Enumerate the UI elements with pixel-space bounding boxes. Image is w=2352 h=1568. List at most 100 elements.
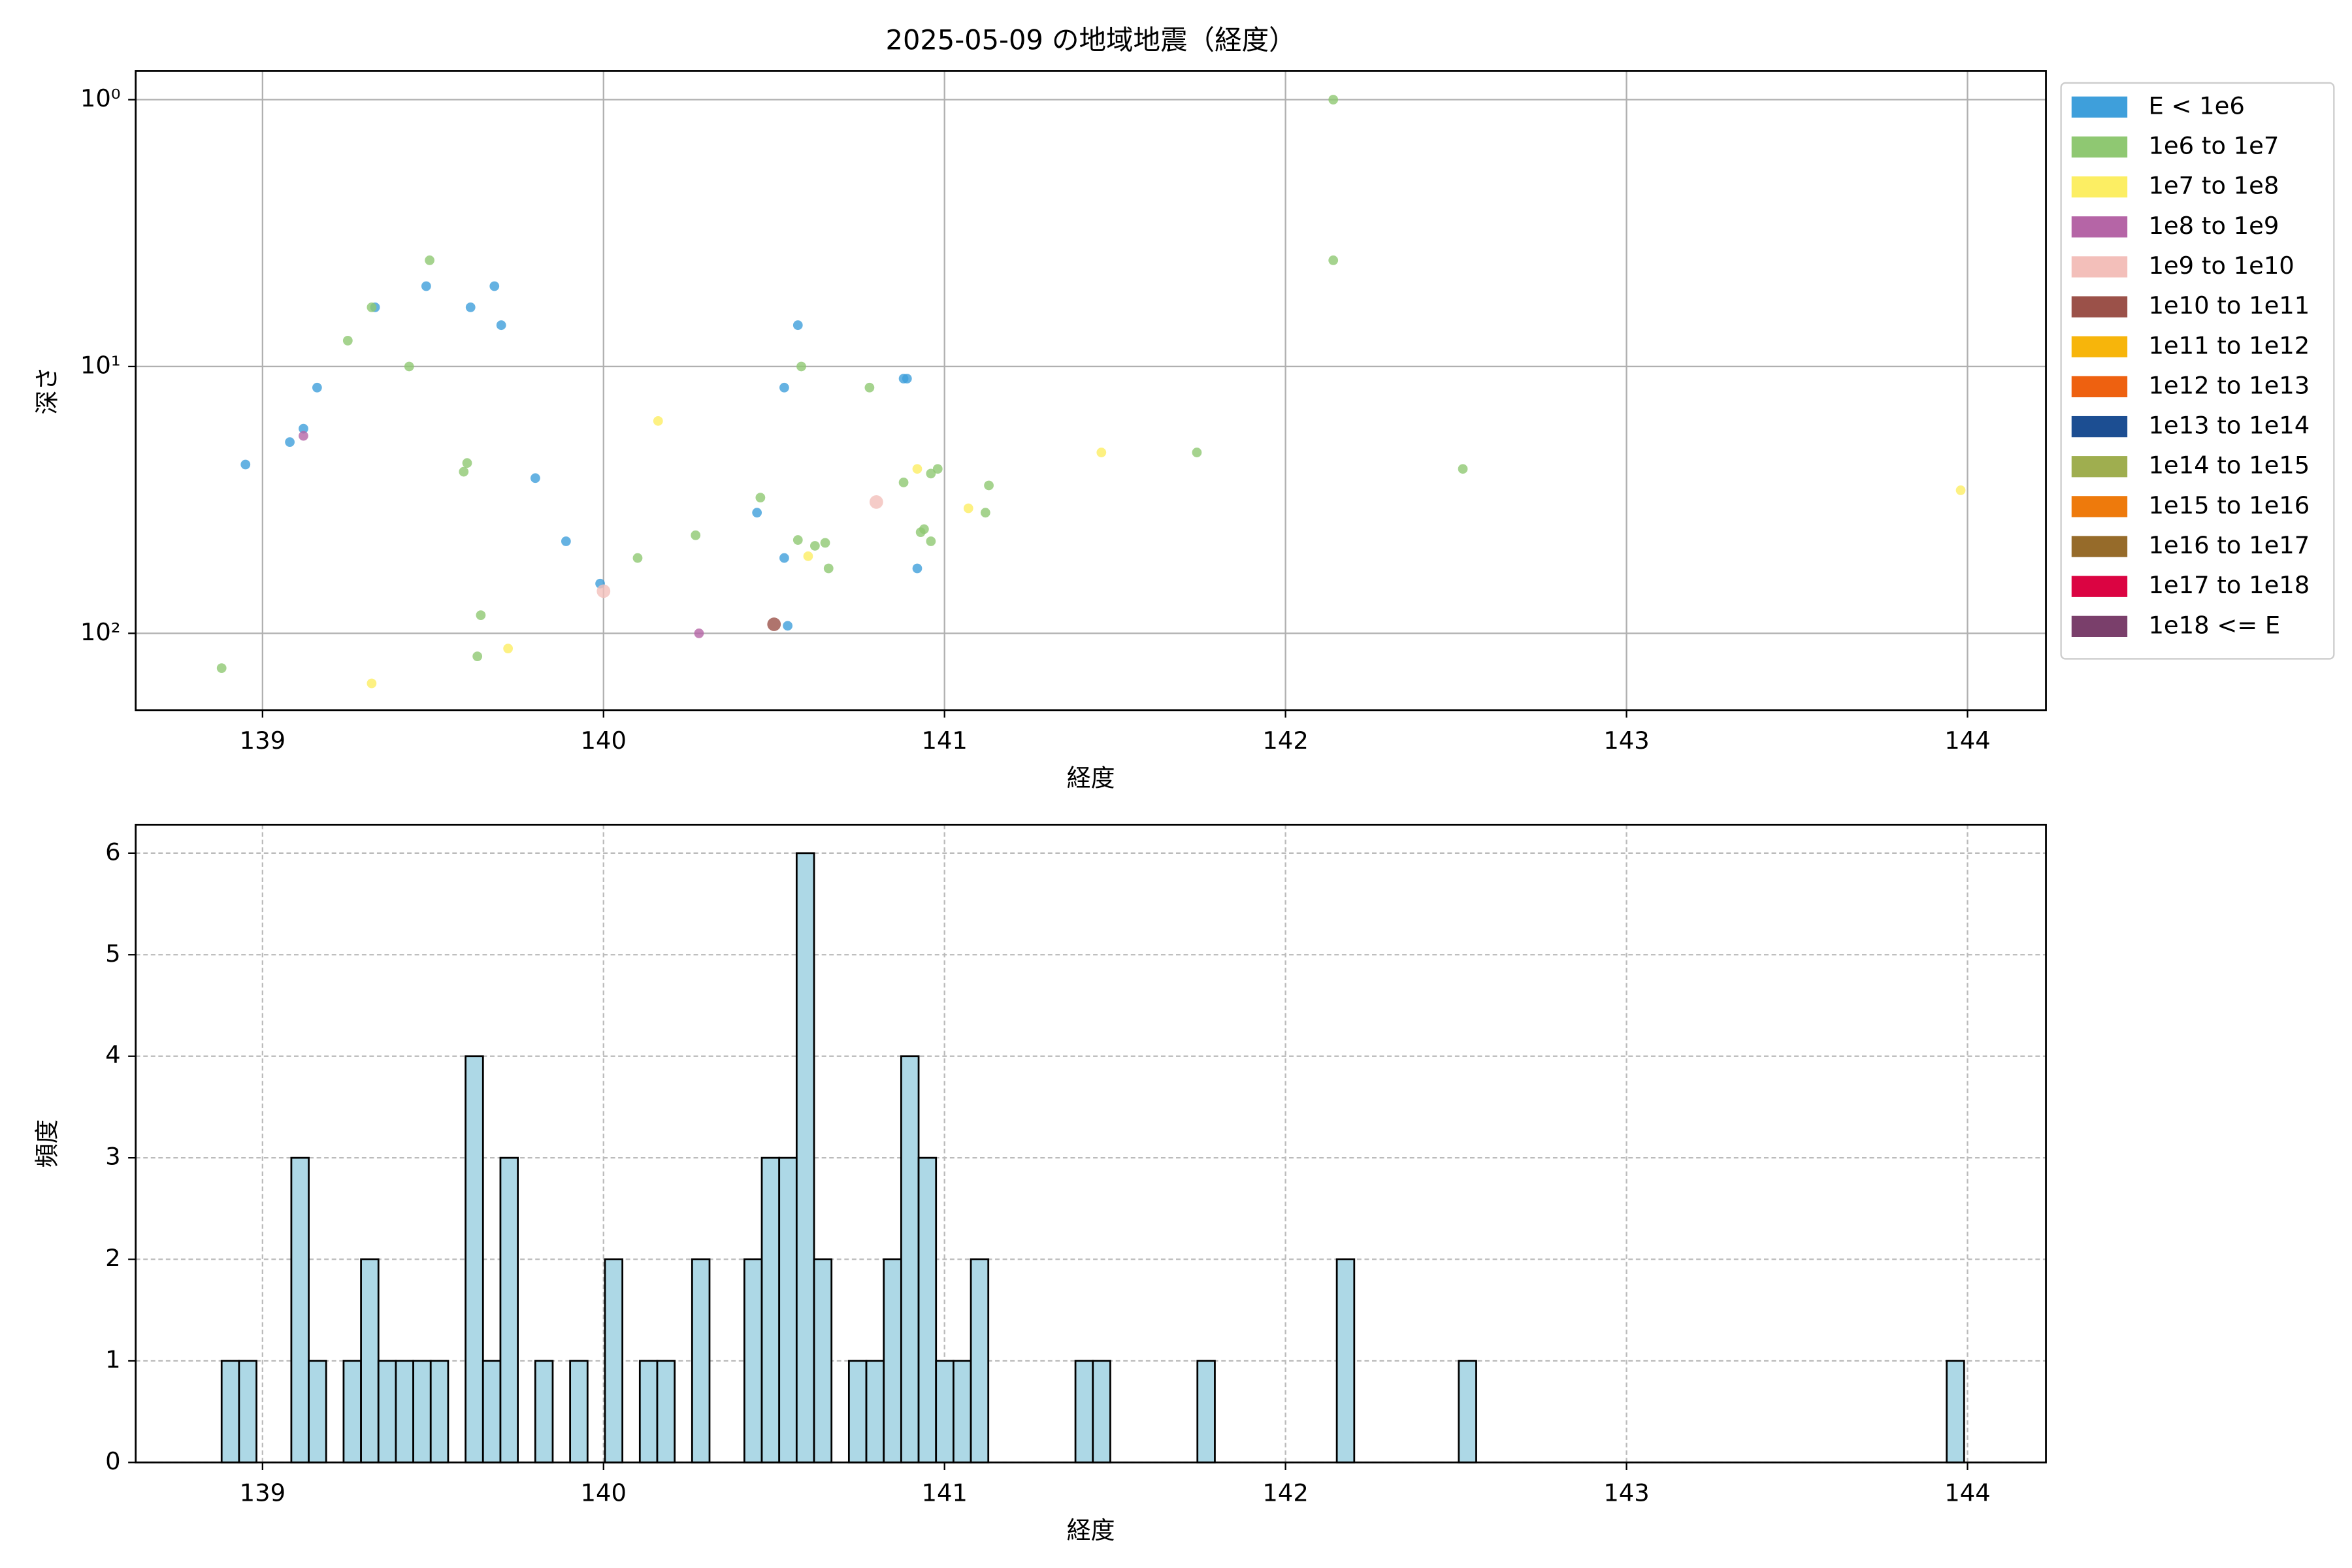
legend-label: 1e16 to 1e17 <box>2148 531 2310 559</box>
point <box>503 644 514 654</box>
x-tick-label: 142 <box>1262 727 1308 755</box>
bar <box>1458 1360 1477 1463</box>
point <box>531 473 540 483</box>
legend-label: 1e7 to 1e8 <box>2148 172 2279 200</box>
point <box>496 320 506 331</box>
bar <box>569 1360 589 1463</box>
point <box>898 478 909 487</box>
legend-swatch <box>2071 216 2128 238</box>
bar <box>1074 1360 1094 1463</box>
y-tick-label: 4 <box>105 1041 120 1069</box>
y-tick-label: 6 <box>105 838 120 866</box>
bar <box>308 1360 327 1463</box>
bar <box>360 1258 380 1463</box>
legend-label: 1e12 to 1e13 <box>2148 371 2310 399</box>
y-axis-label: 深さ <box>33 367 61 415</box>
legend-label: 1e13 to 1e14 <box>2148 412 2310 440</box>
point <box>809 541 820 551</box>
point <box>869 495 883 509</box>
point <box>1328 255 1339 265</box>
bar <box>342 1360 362 1463</box>
point <box>596 584 611 598</box>
point <box>561 536 571 546</box>
y-tick-label: 1 <box>105 1346 120 1374</box>
x-tick-label: 140 <box>581 1478 627 1507</box>
x-tick-label: 139 <box>240 727 286 755</box>
legend-swatch <box>2071 416 2128 438</box>
point <box>932 464 943 474</box>
point <box>912 464 923 474</box>
point <box>902 374 912 384</box>
point <box>404 361 414 372</box>
point <box>926 536 936 546</box>
point <box>342 335 353 346</box>
legend-swatch <box>2071 336 2128 357</box>
point <box>803 551 813 561</box>
point <box>462 458 472 468</box>
bar <box>638 1360 659 1463</box>
point <box>779 382 789 393</box>
legend-label: 1e15 to 1e16 <box>2148 491 2310 519</box>
point <box>465 302 476 312</box>
x-tick-label: 141 <box>921 727 967 755</box>
point <box>216 663 227 673</box>
point <box>285 437 295 448</box>
point <box>1192 448 1202 457</box>
point <box>919 524 929 534</box>
point <box>820 538 830 548</box>
legend-label: 1e17 to 1e18 <box>2148 571 2310 599</box>
chart-title: 2025-05-09 の地域地震（経度） <box>886 24 1296 56</box>
point <box>489 281 500 291</box>
point <box>1458 464 1468 474</box>
point <box>367 678 377 689</box>
point <box>1955 485 1966 495</box>
point <box>299 431 308 441</box>
bar <box>395 1360 414 1463</box>
point <box>632 553 643 563</box>
point <box>476 610 486 620</box>
legend-swatch <box>2071 456 2128 478</box>
y-axis-label: 頻度 <box>33 1119 61 1168</box>
bar <box>795 852 815 1463</box>
bar <box>1196 1360 1216 1463</box>
point <box>864 382 875 393</box>
y-tick-label: 0 <box>105 1447 120 1475</box>
point <box>752 508 762 518</box>
y-tick-label: 3 <box>105 1143 120 1171</box>
legend-box <box>2060 82 2335 660</box>
bar <box>952 1360 972 1463</box>
point <box>755 493 766 503</box>
legend-label: 1e10 to 1e11 <box>2148 291 2310 319</box>
legend-label: 1e14 to 1e15 <box>2148 451 2310 480</box>
bar <box>604 1258 624 1463</box>
bar <box>656 1360 676 1463</box>
bar <box>429 1360 449 1463</box>
point <box>926 468 936 479</box>
bar <box>238 1360 257 1463</box>
legend-swatch <box>2071 136 2128 158</box>
bar <box>1946 1360 1965 1463</box>
point <box>421 281 431 291</box>
point <box>425 255 434 265</box>
bar <box>917 1156 938 1463</box>
point <box>367 302 377 312</box>
point <box>240 459 251 470</box>
bar <box>465 1055 484 1463</box>
y-tick-label: 10¹ <box>80 351 121 379</box>
bar <box>1092 1360 1111 1463</box>
y-tick-label: 2 <box>105 1244 120 1272</box>
y-tick-label: 10² <box>80 618 121 646</box>
legend-swatch <box>2071 496 2128 517</box>
point <box>653 416 663 426</box>
bar <box>499 1156 519 1463</box>
plot-frame <box>135 823 2047 1463</box>
bar <box>970 1258 990 1463</box>
x-tick-label: 143 <box>1603 1478 1649 1507</box>
legend-swatch <box>2071 96 2128 118</box>
y-tick-label: 5 <box>105 939 120 968</box>
legend-label: 1e6 to 1e7 <box>2148 132 2279 160</box>
bar <box>813 1258 833 1463</box>
x-axis-label: 経度 <box>1067 764 1115 792</box>
point <box>792 535 803 545</box>
